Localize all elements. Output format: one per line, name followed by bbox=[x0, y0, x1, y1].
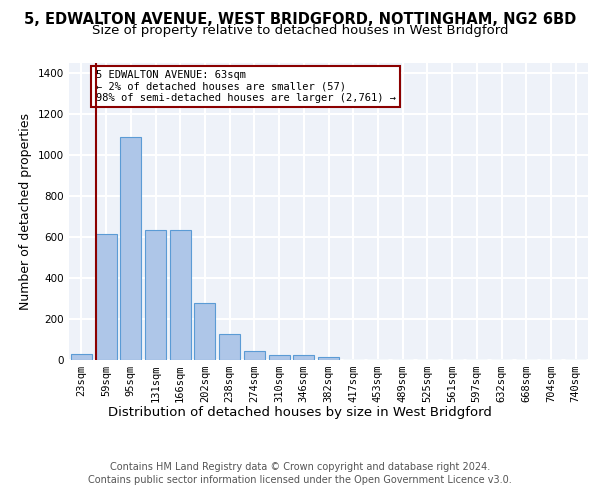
Bar bbox=[95, 234, 116, 360]
Text: 5, EDWALTON AVENUE, WEST BRIDGFORD, NOTTINGHAM, NG2 6BD: 5, EDWALTON AVENUE, WEST BRIDGFORD, NOTT… bbox=[24, 12, 576, 28]
Bar bbox=[318, 357, 339, 360]
Y-axis label: Number of detached properties: Number of detached properties bbox=[19, 113, 32, 310]
Bar bbox=[269, 355, 290, 360]
Bar bbox=[170, 230, 191, 360]
Text: 5 EDWALTON AVENUE: 63sqm
← 2% of detached houses are smaller (57)
98% of semi-de: 5 EDWALTON AVENUE: 63sqm ← 2% of detache… bbox=[95, 70, 395, 103]
Text: Contains public sector information licensed under the Open Government Licence v3: Contains public sector information licen… bbox=[88, 475, 512, 485]
Bar bbox=[219, 334, 240, 360]
Bar bbox=[120, 138, 141, 360]
Bar bbox=[293, 355, 314, 360]
Text: Size of property relative to detached houses in West Bridgford: Size of property relative to detached ho… bbox=[92, 24, 508, 37]
Bar bbox=[71, 354, 92, 360]
Text: Distribution of detached houses by size in West Bridgford: Distribution of detached houses by size … bbox=[108, 406, 492, 419]
Bar bbox=[145, 230, 166, 360]
Bar bbox=[244, 351, 265, 360]
Bar bbox=[194, 302, 215, 360]
Text: Contains HM Land Registry data © Crown copyright and database right 2024.: Contains HM Land Registry data © Crown c… bbox=[110, 462, 490, 472]
